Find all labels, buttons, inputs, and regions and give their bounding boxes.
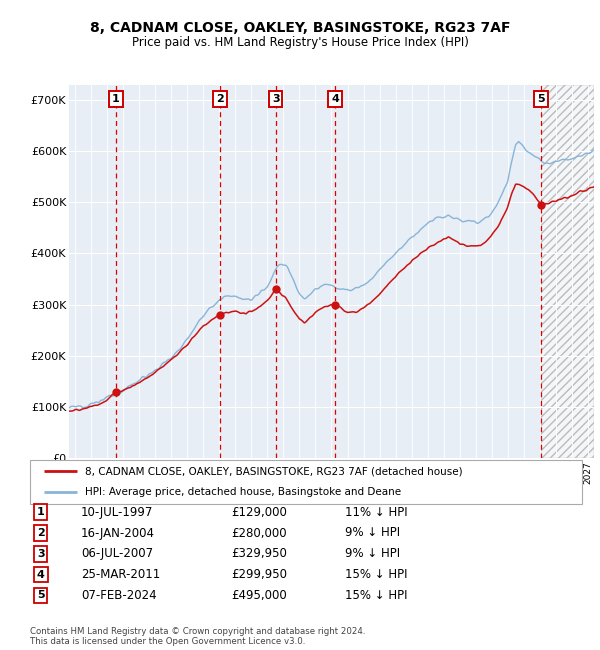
Text: 9% ↓ HPI: 9% ↓ HPI: [345, 526, 400, 539]
Text: 8, CADNAM CLOSE, OAKLEY, BASINGSTOKE, RG23 7AF (detached house): 8, CADNAM CLOSE, OAKLEY, BASINGSTOKE, RG…: [85, 467, 463, 476]
Text: £299,950: £299,950: [231, 568, 287, 581]
Text: 1: 1: [112, 94, 120, 104]
Text: £129,000: £129,000: [231, 506, 287, 519]
Text: 15% ↓ HPI: 15% ↓ HPI: [345, 589, 407, 602]
Bar: [541, 84, 594, 458]
Text: 11% ↓ HPI: 11% ↓ HPI: [345, 506, 407, 519]
Text: 16-JAN-2004: 16-JAN-2004: [81, 526, 155, 539]
Text: 3: 3: [272, 94, 280, 104]
Text: 15% ↓ HPI: 15% ↓ HPI: [345, 568, 407, 581]
Text: £280,000: £280,000: [231, 526, 287, 539]
Text: HPI: Average price, detached house, Basingstoke and Deane: HPI: Average price, detached house, Basi…: [85, 487, 401, 497]
Text: 5: 5: [37, 590, 44, 601]
Text: 4: 4: [37, 569, 45, 580]
Text: 4: 4: [331, 94, 339, 104]
Text: 2: 2: [216, 94, 224, 104]
Text: £329,950: £329,950: [231, 547, 287, 560]
Text: 5: 5: [537, 94, 545, 104]
Text: 8, CADNAM CLOSE, OAKLEY, BASINGSTOKE, RG23 7AF: 8, CADNAM CLOSE, OAKLEY, BASINGSTOKE, RG…: [90, 21, 510, 35]
Text: Contains HM Land Registry data © Crown copyright and database right 2024.: Contains HM Land Registry data © Crown c…: [30, 627, 365, 636]
Text: 25-MAR-2011: 25-MAR-2011: [81, 568, 160, 581]
Text: 07-FEB-2024: 07-FEB-2024: [81, 589, 157, 602]
FancyBboxPatch shape: [30, 460, 582, 504]
Text: £495,000: £495,000: [231, 589, 287, 602]
Text: 10-JUL-1997: 10-JUL-1997: [81, 506, 154, 519]
Text: Price paid vs. HM Land Registry's House Price Index (HPI): Price paid vs. HM Land Registry's House …: [131, 36, 469, 49]
Bar: [541, 84, 594, 458]
Text: 2: 2: [37, 528, 44, 538]
Text: 1: 1: [37, 507, 44, 517]
Text: 9% ↓ HPI: 9% ↓ HPI: [345, 547, 400, 560]
Text: 06-JUL-2007: 06-JUL-2007: [81, 547, 153, 560]
Text: 3: 3: [37, 549, 44, 559]
Text: This data is licensed under the Open Government Licence v3.0.: This data is licensed under the Open Gov…: [30, 637, 305, 646]
